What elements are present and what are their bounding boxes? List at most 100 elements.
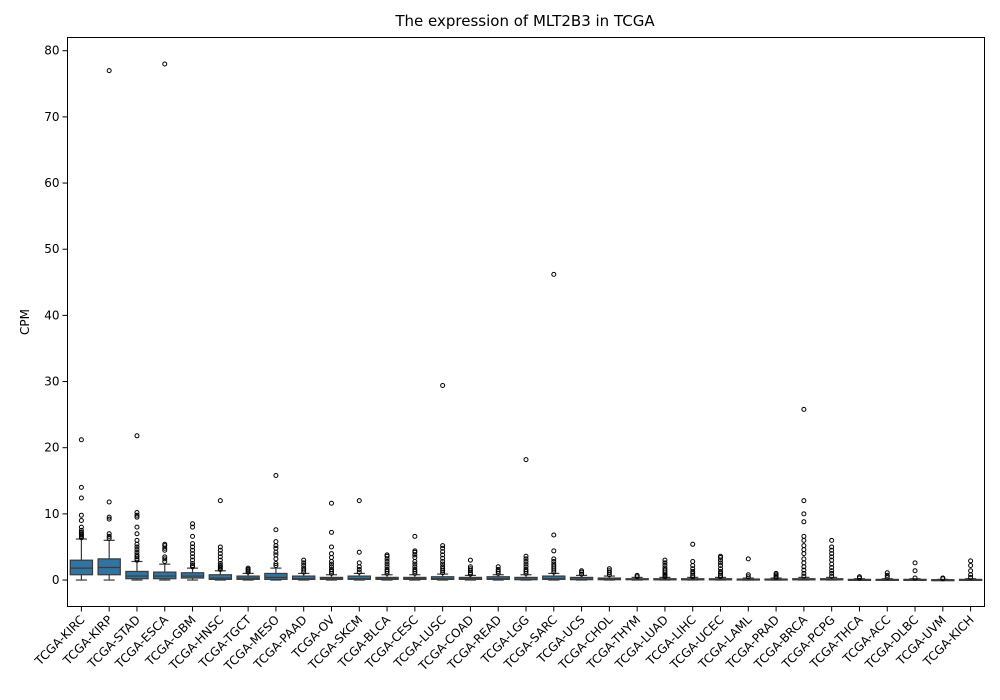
outlier-point	[773, 570, 779, 576]
outlier-point	[162, 559, 168, 565]
outlier-point	[217, 547, 223, 553]
box-tcga-ucec	[708, 553, 733, 581]
outlier-point	[662, 565, 668, 571]
outlier-point	[662, 557, 668, 563]
box-body	[125, 570, 149, 580]
y-tick-label: 40	[44, 308, 59, 322]
outlier-point	[523, 556, 529, 562]
outlier-point	[190, 524, 196, 530]
outlier-point	[356, 566, 362, 572]
outlier-point	[412, 561, 418, 567]
outlier-point	[78, 529, 84, 535]
box-tcga-dlbc	[903, 560, 927, 581]
box-tcga-prad	[764, 570, 788, 581]
box-body	[180, 572, 205, 579]
box-tcga-coad	[458, 557, 483, 581]
outlier-point	[523, 553, 529, 559]
box-body	[153, 571, 177, 580]
box-tcga-thym	[625, 572, 649, 581]
outlier-point	[134, 541, 140, 547]
outlier-point	[134, 547, 140, 553]
outlier-point	[968, 574, 974, 580]
outlier-point	[690, 570, 696, 576]
outlier-point	[384, 566, 390, 572]
outlier-point	[829, 573, 835, 579]
box-tcga-ucs	[569, 568, 594, 581]
outlier-point	[217, 498, 223, 504]
outlier-point	[106, 514, 112, 520]
outlier-point	[412, 555, 418, 561]
outlier-point	[690, 568, 696, 574]
outlier-point	[217, 544, 223, 550]
box-body	[264, 572, 288, 580]
outlier-point	[78, 484, 84, 490]
outlier-point	[384, 561, 390, 567]
outlier-point	[190, 544, 196, 550]
outlier-point	[412, 559, 418, 565]
outlier-point	[523, 561, 529, 567]
box-tcga-laml	[736, 556, 761, 581]
outlier-point	[968, 568, 974, 574]
outlier-point	[884, 574, 890, 580]
outlier-point	[412, 568, 418, 574]
y-tick-label: 50	[44, 242, 59, 256]
box-tcga-chol	[597, 566, 622, 581]
outlier-point	[106, 531, 112, 537]
box-tcga-luad	[653, 557, 677, 581]
outlier-point	[662, 560, 668, 566]
outlier-point	[467, 564, 473, 570]
y-tick-label: 80	[44, 44, 59, 58]
outlier-point	[356, 498, 362, 504]
outlier-point	[384, 568, 390, 574]
plot-area: 01020304050607080TCGA-KIRCTCGA-KIRPTCGA-…	[32, 44, 983, 674]
y-tick-label: 30	[44, 375, 59, 389]
outlier-point	[912, 575, 918, 581]
outlier-point	[829, 564, 835, 570]
box-tcga-lgg	[514, 457, 538, 581]
plot-frame	[67, 37, 985, 607]
outlier-point	[301, 560, 307, 566]
outlier-point	[162, 547, 168, 553]
box-tcga-lihc	[681, 541, 705, 581]
outlier-point	[551, 532, 557, 538]
outlier-point	[523, 564, 529, 570]
outlier-point	[162, 554, 168, 560]
y-tick-label: 70	[44, 110, 59, 124]
outlier-point	[912, 568, 918, 574]
outlier-point	[328, 566, 334, 572]
outlier-point	[328, 564, 334, 570]
outlier-point	[273, 545, 279, 551]
outlier-point	[801, 498, 807, 504]
outlier-point	[745, 572, 751, 578]
box-tcga-meso	[264, 472, 288, 581]
box-tcga-ov	[319, 500, 344, 581]
outlier-point	[495, 566, 501, 572]
box-tcga-uvm	[931, 575, 955, 582]
outlier-point	[134, 544, 140, 550]
outlier-point	[273, 562, 279, 568]
outlier-point	[356, 564, 362, 570]
outlier-point	[217, 560, 223, 566]
box-tcga-read	[486, 564, 510, 581]
outlier-point	[606, 568, 612, 574]
outlier-point	[801, 406, 807, 412]
outlier-point	[134, 510, 140, 516]
outlier-point	[801, 519, 807, 525]
outlier-point	[801, 567, 807, 573]
outlier-point	[78, 437, 84, 443]
outlier-point	[829, 544, 835, 550]
outlier-point	[523, 559, 529, 565]
outlier-point	[190, 562, 196, 568]
outlier-point	[412, 548, 418, 554]
outlier-point	[801, 556, 807, 562]
y-tick-label: 10	[44, 507, 59, 521]
outlier-point	[884, 572, 890, 578]
outlier-point	[328, 544, 334, 550]
outlier-point	[801, 537, 807, 543]
outlier-point	[245, 565, 251, 571]
outlier-point	[106, 499, 112, 505]
outlier-point	[328, 500, 334, 506]
outlier-point	[718, 553, 724, 559]
outlier-point	[328, 551, 334, 557]
outlier-point	[134, 524, 140, 530]
